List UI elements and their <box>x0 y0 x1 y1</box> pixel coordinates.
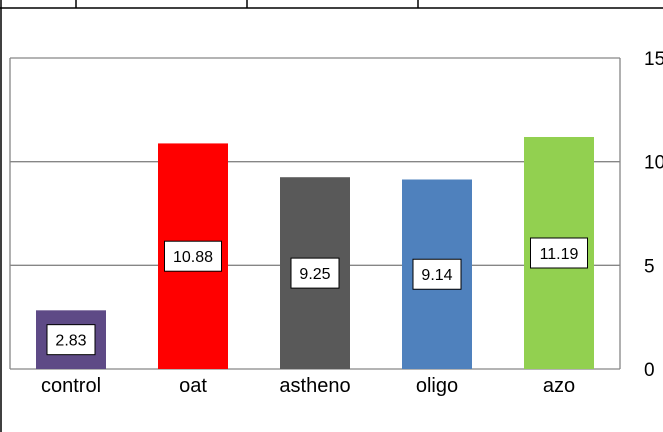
data-label-text: 2.83 <box>55 333 86 350</box>
category-label: azo <box>543 375 575 397</box>
data-label: 9.25 <box>290 257 340 289</box>
data-label: 11.19 <box>530 237 588 269</box>
category-label: astheno <box>279 375 350 397</box>
data-label-box <box>290 257 340 289</box>
data-label-text: 9.14 <box>421 267 452 284</box>
data-label: 10.88 <box>164 240 222 272</box>
category-label: oligo <box>416 375 458 397</box>
bars <box>36 136 594 369</box>
y-tick-label: 5 <box>644 256 655 277</box>
y-tick-label: 15 <box>644 49 663 70</box>
data-label: 2.83 <box>46 324 96 356</box>
y-tick-label: 0 <box>644 360 655 381</box>
category-label: oat <box>179 375 207 397</box>
data-label-box <box>530 237 588 269</box>
data-label-text: 10.88 <box>173 249 213 266</box>
data-labels: 2.83 10.88 9.25 9.14 11.19 <box>46 237 588 356</box>
data-label-text: 9.25 <box>299 266 330 283</box>
y-tick-label: 10 <box>644 153 663 174</box>
x-axis-category-labels: control oat astheno oligo azo <box>41 375 575 397</box>
y-axis-tick-labels: 0 5 10 15 <box>644 49 663 381</box>
data-label-box <box>412 258 462 290</box>
data-label-box <box>164 240 222 272</box>
data-label-box <box>46 324 96 356</box>
data-label-text: 11.19 <box>540 246 579 263</box>
category-label: control <box>41 375 101 397</box>
data-label: 9.14 <box>412 258 462 290</box>
